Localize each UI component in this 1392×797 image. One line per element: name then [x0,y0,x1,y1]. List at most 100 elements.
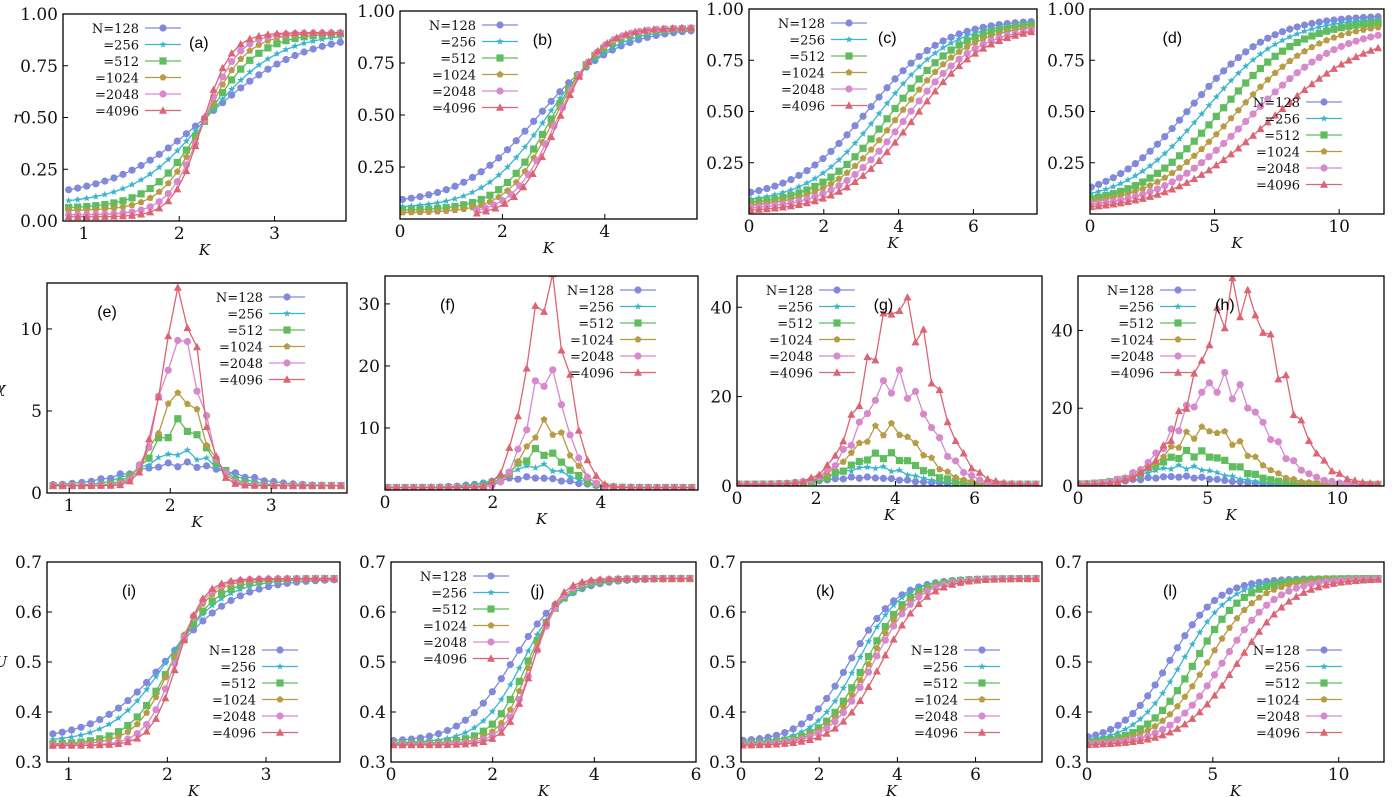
data-point [470,724,478,731]
data-point [1218,601,1226,609]
data-point [855,401,864,410]
legend: N=128=256=512=1024=2048=4096 [420,570,509,668]
data-point [891,75,899,83]
legend-label: =2048 [423,636,467,651]
data-point [227,596,235,605]
data-point [496,469,505,477]
data-point [433,199,442,206]
data-point [971,44,979,53]
data-point [1212,130,1220,138]
data-point [291,42,299,50]
data-point [867,103,875,111]
legend-marker [496,54,504,62]
legend-label: =512 [440,52,476,67]
data-point [77,481,86,489]
data-point [1301,47,1308,55]
data-point [915,52,923,61]
x-tick-label: 2 [162,765,173,785]
legend: N=128=256=512=1024=2048=4096 [216,291,305,389]
data-point [549,475,557,483]
x-tick-label: 5 [1207,765,1218,785]
data-point [835,167,843,175]
data-point [811,193,819,201]
legend: N=128=256=512=1024=2048=4096 [778,17,867,115]
data-point [1251,470,1259,478]
data-point [125,476,134,485]
data-point [873,644,881,652]
x-axis-label: K [187,782,200,797]
data-point [811,188,819,195]
data-point [193,463,201,472]
data-point [863,473,871,481]
data-point [1182,178,1191,186]
data-point [1345,18,1353,26]
legend-label: =4096 [1110,367,1154,382]
data-point [1136,701,1144,710]
data-point [182,166,191,175]
data-point [173,283,182,291]
data-point [1313,479,1321,486]
series-line [742,577,1037,746]
data-point [557,458,566,466]
legend-marker [276,695,284,703]
data-point [443,740,452,749]
data-point [538,152,547,161]
data-point [1242,98,1250,106]
data-point [955,35,963,43]
data-point [1234,69,1242,77]
x-axis-label: K [1224,506,1237,524]
legend-label: =512 [1264,677,1300,692]
legend-label: =4096 [219,374,263,389]
data-point [1323,49,1331,58]
data-point [907,117,916,126]
series-line [742,577,1037,743]
data-point [83,194,91,202]
legend-marker [845,52,853,60]
data-point [524,632,532,641]
data-point [503,178,512,187]
legend: N=128=256=512=1024=2048=4096 [766,284,855,382]
data-point [495,154,503,162]
data-point [1181,709,1189,717]
x-tick-label: 3 [269,224,280,244]
y-tick-label: 0.25 [357,158,395,178]
data-point [967,464,976,472]
data-point [906,600,914,608]
data-point [903,293,912,301]
data-point [1197,129,1206,137]
legend-label: N=128 [911,644,958,659]
data-point [49,730,57,738]
data-point [1351,576,1360,585]
data-point [1113,739,1122,747]
data-point [867,135,875,143]
data-point [1315,23,1323,31]
data-point [477,168,485,176]
data-point [133,697,141,704]
data-point [155,188,163,195]
data-point [899,67,907,75]
data-point [218,63,227,72]
data-point [944,452,952,461]
data-point [1259,461,1267,469]
panel-label: (a) [189,35,209,52]
data-point [1114,721,1122,729]
data-point [781,729,789,737]
x-tick-label: 2 [814,765,825,785]
data-point [1308,43,1316,51]
data-point [799,477,808,485]
data-point [1282,370,1291,379]
data-point [143,678,151,687]
data-point [530,117,538,125]
data-point [1158,725,1167,734]
data-point [865,660,872,668]
data-point [174,336,182,345]
data-point [236,575,245,583]
data-point [1299,588,1308,596]
data-point [479,699,487,707]
series-group [749,17,1036,214]
data-point [1328,477,1336,485]
data-point [497,478,505,486]
legend-label: N=128 [778,17,825,32]
data-point [1225,595,1234,602]
data-point [1300,582,1308,590]
